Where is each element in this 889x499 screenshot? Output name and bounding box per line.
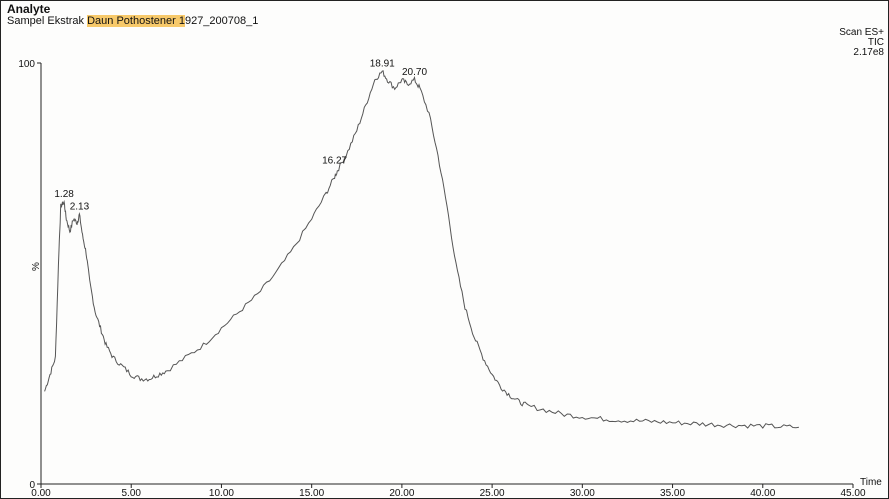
x-ticks: 0.00 5.00 10.00 15.00 20.00 25.00 30.00 35.00 40… bbox=[31, 484, 866, 498]
peak-label: 20.70 bbox=[402, 67, 427, 78]
sample-highlight: Daun Pothostener 1 bbox=[87, 15, 185, 27]
peak-label: 16.27 bbox=[322, 155, 347, 166]
x-tick-label: 10.00 bbox=[209, 488, 234, 498]
x-tick-label: 20.00 bbox=[389, 488, 414, 498]
x-tick-label: 15.00 bbox=[299, 488, 324, 498]
y-tick-label: 100 bbox=[18, 59, 35, 70]
x-tick-label: 0.00 bbox=[31, 488, 51, 498]
peak-label: 18.91 bbox=[370, 58, 395, 69]
analyte-title: Analyte bbox=[7, 2, 51, 16]
x-tick-label: 35.00 bbox=[660, 488, 685, 498]
scan-mode: Scan ES+ bbox=[839, 27, 884, 38]
x-tick-label: 45.00 bbox=[840, 488, 865, 498]
x-axis-label: Time bbox=[860, 477, 882, 488]
intensity-value: 2.17e8 bbox=[853, 47, 884, 58]
peak-label: 2.13 bbox=[70, 202, 90, 213]
peak-labels: 1.28 2.13 16.27 18.91 20.70 bbox=[54, 58, 427, 212]
y-axis-label: % bbox=[31, 262, 42, 271]
y-tick-label: 0 bbox=[29, 480, 35, 491]
x-tick-label: 30.00 bbox=[570, 488, 595, 498]
sample-prefix: Sampel Ekstrak bbox=[7, 15, 88, 27]
x-tick-label: 40.00 bbox=[750, 488, 775, 498]
peak-label: 1.28 bbox=[54, 189, 74, 200]
x-tick-label: 25.00 bbox=[480, 488, 505, 498]
trace-type: TIC bbox=[867, 37, 884, 48]
tic-trace bbox=[44, 70, 799, 429]
x-tick-label: 5.00 bbox=[121, 488, 141, 498]
sample-name: Sampel Ekstrak Daun Pothostener 1927_200… bbox=[7, 15, 258, 27]
y-ticks: 0 100 bbox=[18, 59, 41, 491]
sample-suffix: 927_200708_1 bbox=[184, 15, 259, 27]
